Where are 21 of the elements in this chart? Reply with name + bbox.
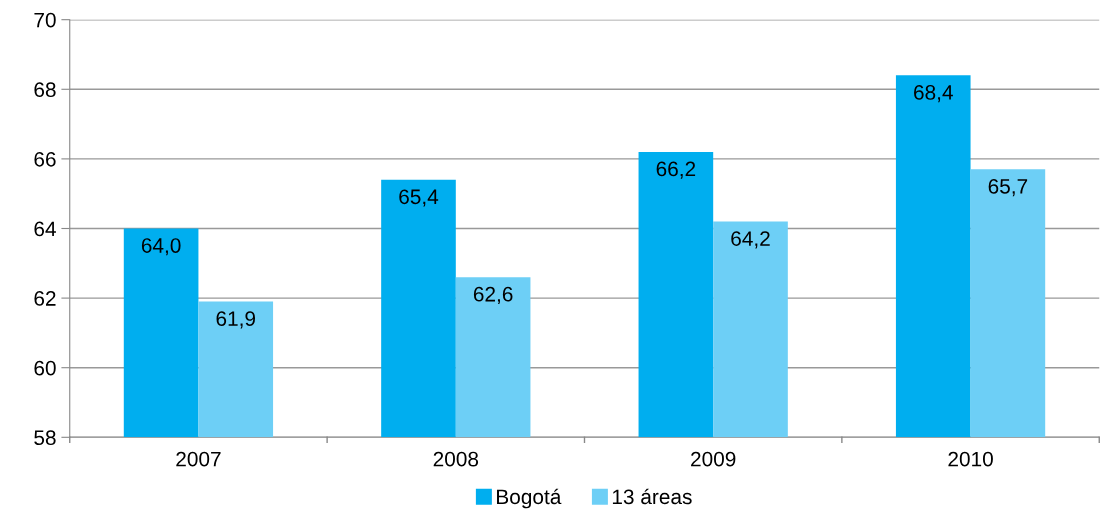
data-label: 61,9: [216, 311, 256, 329]
data-label: 65,4: [399, 189, 439, 207]
y-tick-label: 58: [34, 430, 56, 446]
legend-label: Bogotá: [497, 488, 562, 509]
y-tick-label: 62: [34, 291, 56, 306]
x-tick-label: 2009: [691, 451, 736, 467]
data-label: 68,4: [914, 85, 953, 103]
data-label: 64,0: [141, 238, 181, 256]
x-tick-label: 2008: [433, 451, 479, 467]
legend-label: 13 áreas: [612, 488, 692, 505]
y-tick-label: 64: [34, 221, 56, 237]
y-tick-label: 70: [34, 12, 56, 28]
y-tick-label: 66: [34, 151, 56, 167]
x-tick-label: 2007: [176, 451, 221, 467]
data-label: 64,2: [731, 231, 770, 249]
y-tick-label: 60: [34, 360, 56, 376]
data-label: 62,6: [473, 286, 513, 305]
data-label: 66,2: [656, 161, 696, 179]
x-tick-label: 2010: [948, 451, 993, 467]
data-label: 65,7: [988, 178, 1028, 197]
y-tick-label: 68: [34, 82, 56, 98]
